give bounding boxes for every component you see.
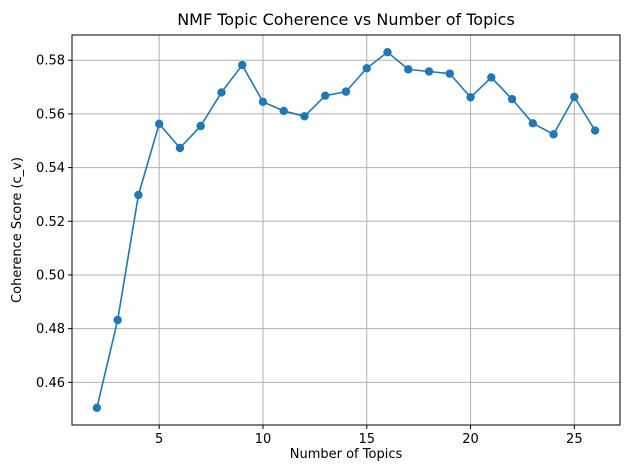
data-point xyxy=(341,87,351,96)
data-point xyxy=(487,73,496,82)
data-point xyxy=(258,97,268,107)
data-point xyxy=(570,92,579,102)
y-tick-label: 0.48 xyxy=(36,322,65,337)
x-tick-label: 15 xyxy=(358,432,375,447)
data-point xyxy=(383,47,392,57)
x-tick-label: 20 xyxy=(462,432,479,447)
x-tick-label: 25 xyxy=(566,432,583,447)
plot-frame xyxy=(71,34,621,426)
data-point xyxy=(424,67,434,76)
y-tick-label: 0.52 xyxy=(36,215,65,230)
data-point xyxy=(404,65,413,74)
data-point xyxy=(175,143,185,153)
data-point xyxy=(113,315,122,325)
data-point xyxy=(549,130,558,139)
data-point xyxy=(279,106,288,116)
ticks: 5 10 15 20 25 0.46 0.48 0.50 0.52 0.54 0.56 0.58 xyxy=(36,54,583,447)
data-point xyxy=(238,60,247,70)
data-point xyxy=(445,69,454,78)
data-point xyxy=(321,91,330,100)
y-tick-label: 0.50 xyxy=(36,268,65,283)
grid-lines xyxy=(72,35,620,425)
x-axis-label: Number of Topics xyxy=(290,447,403,462)
x-tick-label: 5 xyxy=(155,432,163,447)
x-tick-label: 10 xyxy=(255,432,272,447)
data-point xyxy=(217,88,226,97)
chart-title: NMF Topic Coherence vs Number of Topics xyxy=(177,10,515,29)
data-point xyxy=(196,121,205,131)
data-point xyxy=(154,119,164,129)
data-point xyxy=(507,94,517,104)
data-point xyxy=(528,119,538,128)
data-point xyxy=(92,403,102,413)
y-tick-label: 0.54 xyxy=(36,161,65,176)
data-point xyxy=(590,126,600,135)
y-tick-label: 0.46 xyxy=(36,376,65,391)
y-axis-label: Coherence Score (c_v) xyxy=(10,157,25,303)
data-point xyxy=(134,190,143,200)
series-layer xyxy=(92,47,600,413)
data-point xyxy=(300,112,309,121)
data-point xyxy=(362,64,371,73)
y-tick-label: 0.58 xyxy=(36,54,65,69)
y-tick-label: 0.56 xyxy=(36,107,65,122)
data-point xyxy=(466,93,475,102)
